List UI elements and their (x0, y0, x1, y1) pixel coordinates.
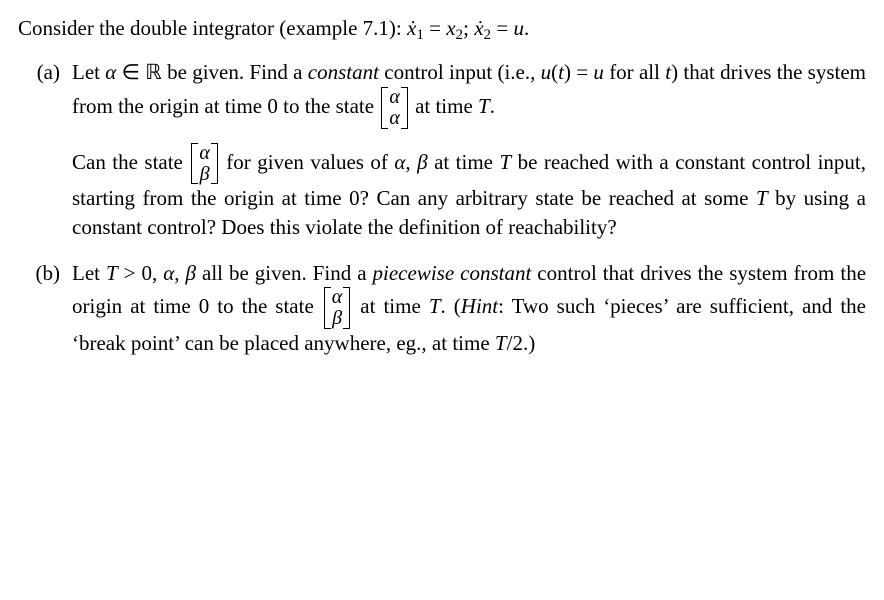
a-p2-t2: for given values of (220, 149, 395, 173)
eq2-lhs: ẋ (474, 16, 483, 40)
vector-alpha-alpha: αα (381, 87, 407, 129)
part-a-p2: Can the state αβ for given values of α, … (72, 143, 866, 242)
a-p2-beta: β (417, 149, 427, 173)
b-p1-t2: all be given. Find a (196, 261, 373, 285)
part-a-body: Let α ∈ ℝ be given. Find a constant cont… (72, 58, 866, 241)
a-p1-R: ℝ (145, 60, 162, 84)
a-p1-u: u (541, 60, 552, 84)
eq1-rhs-var: x (446, 16, 455, 40)
b-p1-alpha: α (163, 261, 174, 285)
page-root: Consider the double integrator (example … (0, 0, 884, 600)
a-p2-alpha: α (394, 149, 405, 173)
a-p1-elem: ∈ (116, 60, 145, 84)
eq-equals-1: = (424, 16, 446, 40)
a-p1-alpha: α (105, 60, 116, 84)
vector-alpha-beta-1: αβ (191, 143, 217, 185)
part-b-p1: Let T > 0, α, β all be given. Find a pie… (72, 259, 866, 358)
b-p1-T2: T (429, 294, 441, 318)
a-p2-t3: at time (428, 149, 500, 173)
a-p2-T2: T (756, 186, 768, 210)
vec-aa-bot: α (389, 108, 399, 129)
b-p1-t5: . ( (441, 294, 461, 318)
intro-text: Consider the double integrator (example … (18, 16, 407, 40)
eq1-rhs-sub: 2 (456, 27, 464, 43)
eq1-sub: 1 (416, 27, 424, 43)
a-p1-t4: for all (604, 60, 665, 84)
a-p1-t1: Let (72, 60, 105, 84)
eq1-lhs: ẋ (407, 16, 416, 40)
b-p1-hint: Hint (461, 294, 498, 318)
a-p1-paren: (t) = u (551, 60, 604, 84)
part-a-label: (a) (18, 58, 72, 241)
a-p1-T: T (478, 93, 490, 117)
a-p2-t1: Can the state (72, 149, 189, 173)
intro-paragraph: Consider the double integrator (example … (18, 14, 866, 42)
part-b-label: (b) (18, 259, 72, 358)
vector-alpha-beta-2: αβ (324, 287, 350, 329)
b-p1-t1: Let (72, 261, 106, 285)
eq2-sub: 2 (484, 27, 492, 43)
vec-ab2-bot: β (332, 308, 342, 329)
a-p1-t6: at time (410, 93, 478, 117)
b-p1-pw: piecewise constant (373, 261, 532, 285)
a-p2-comma: , (405, 149, 417, 173)
vec-ab1-bot: β (200, 164, 210, 185)
a-p1-const: constant (308, 60, 379, 84)
b-p1-t4: at time (352, 294, 429, 318)
vec-ab1-top: α (199, 143, 209, 164)
b-p1-comma: , (174, 261, 185, 285)
vec-aa-top: α (389, 87, 399, 108)
eq2-rhs: u (513, 16, 524, 40)
b-p1-half: /2.) (507, 331, 536, 355)
b-p1-T3: T (495, 331, 507, 355)
b-p1-gt0: > 0, (118, 261, 164, 285)
part-a-p1: Let α ∈ ℝ be given. Find a constant cont… (72, 58, 866, 128)
a-p2-T: T (499, 149, 511, 173)
a-p1-t7: . (490, 93, 495, 117)
a-p1-t2: be given. Find a (162, 60, 308, 84)
part-b-body: Let T > 0, α, β all be given. Find a pie… (72, 259, 866, 358)
eq-equals-2: = (491, 16, 513, 40)
b-p1-beta: β (186, 261, 196, 285)
eq-period: . (524, 16, 529, 40)
part-a: (a) Let α ∈ ℝ be given. Find a constant … (18, 58, 866, 241)
vec-ab2-top: α (332, 287, 342, 308)
eq-sep: ; (463, 16, 474, 40)
a-p1-t3: control input (i.e., (379, 60, 541, 84)
part-b: (b) Let T > 0, α, β all be given. Find a… (18, 259, 866, 358)
b-p1-T: T (106, 261, 118, 285)
